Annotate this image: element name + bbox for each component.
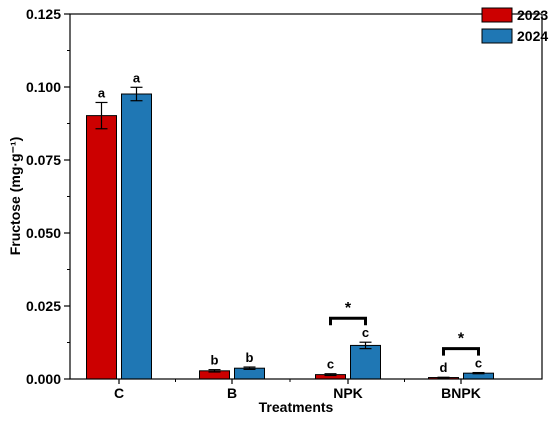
legend-label-2024: 2024 bbox=[517, 28, 548, 44]
legend: 2023 2024 bbox=[481, 7, 548, 44]
plot-area: a b c d a b c c * * bbox=[86, 70, 494, 380]
significance-bracket bbox=[442, 347, 480, 356]
significance-star: * bbox=[345, 300, 352, 317]
y-axis: 0.000 0.025 0.050 0.075 0.100 0.125 bbox=[26, 6, 70, 387]
significance-letter: d bbox=[440, 360, 448, 375]
legend-label-2023: 2023 bbox=[517, 7, 548, 23]
y-tick-label: 0.075 bbox=[26, 152, 61, 168]
legend-swatch-2023 bbox=[481, 7, 513, 23]
x-axis-title: Treatments bbox=[259, 399, 334, 415]
x-tick-label: BNPK bbox=[441, 385, 481, 401]
x-tick-label: C bbox=[114, 385, 124, 401]
bar-2024-NPK bbox=[350, 344, 381, 380]
bar-2023-C bbox=[86, 115, 117, 380]
y-axis-title: Fructose (mg·g⁻¹) bbox=[7, 137, 23, 256]
significance-letter: c bbox=[362, 325, 369, 340]
significance-letter: c bbox=[327, 357, 334, 372]
significance-letter: a bbox=[133, 70, 141, 85]
x-axis: C B NPK BNPK bbox=[114, 379, 481, 401]
significance-letter: b bbox=[211, 353, 219, 368]
significance-letter: a bbox=[98, 85, 106, 100]
bar-2024-C bbox=[121, 93, 152, 380]
y-tick-label: 0.000 bbox=[26, 371, 61, 387]
y-tick-label: 0.125 bbox=[26, 6, 61, 22]
significance-star: * bbox=[458, 331, 465, 348]
legend-swatch-2024 bbox=[481, 28, 513, 44]
significance-letter: b bbox=[246, 350, 254, 365]
x-tick-label: NPK bbox=[333, 385, 363, 401]
y-tick-label: 0.100 bbox=[26, 79, 61, 95]
significance-bracket bbox=[329, 316, 367, 326]
y-tick-label: 0.050 bbox=[26, 225, 61, 241]
y-tick-label: 0.025 bbox=[26, 298, 61, 314]
x-tick-label: B bbox=[227, 385, 237, 401]
significance-letter: c bbox=[475, 356, 482, 371]
